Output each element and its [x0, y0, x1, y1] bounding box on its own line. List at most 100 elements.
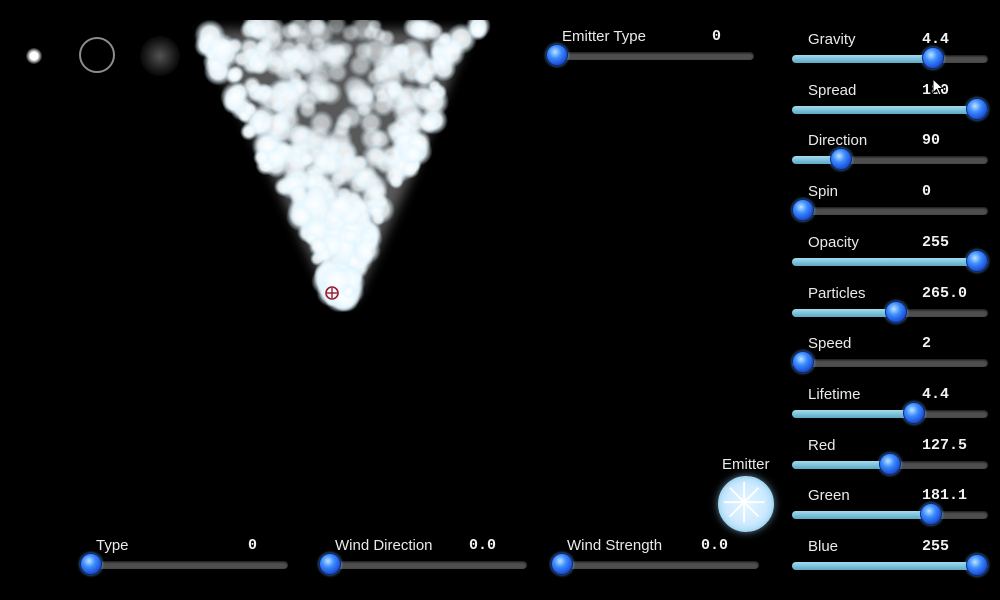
- particle-plume: [194, 20, 491, 313]
- direction-slider-handle[interactable]: [830, 148, 852, 171]
- particle: [371, 56, 393, 78]
- particle-texture-soft-icon[interactable]: [140, 36, 180, 76]
- lifetime-value: 4.4: [922, 385, 950, 403]
- particle: [366, 181, 389, 204]
- particle: [259, 109, 291, 142]
- particle: [334, 154, 363, 183]
- spread-slider[interactable]: Spread180: [792, 82, 988, 122]
- emitter-type-slider-handle[interactable]: [546, 44, 568, 66]
- direction-value: 90: [922, 132, 941, 150]
- red-slider-handle[interactable]: [879, 452, 901, 475]
- particle: [352, 236, 381, 265]
- spin-slider[interactable]: Spin 0: [792, 183, 988, 223]
- direction-slider[interactable]: Direction 90: [792, 132, 988, 172]
- particle: [289, 204, 313, 228]
- type-slider[interactable]: Type 0: [80, 537, 288, 577]
- green-track[interactable]: [792, 503, 988, 526]
- particle: [312, 83, 332, 103]
- segmented-wheel-icon: [723, 481, 765, 523]
- gravity-track-fill: [792, 55, 934, 63]
- particle: [427, 79, 442, 94]
- particles-track[interactable]: [792, 300, 988, 323]
- gravity-slider-handle[interactable]: [922, 47, 945, 69]
- green-slider-handle[interactable]: [920, 503, 943, 526]
- opacity-label: Opacity: [808, 233, 859, 251]
- lifetime-slider[interactable]: Lifetime 4.4: [792, 386, 988, 426]
- particle: [424, 21, 444, 42]
- gravity-label: Gravity: [808, 31, 856, 48]
- particle-texture-ring-icon[interactable]: [79, 37, 115, 73]
- gravity-slider[interactable]: Gravity 4.4: [792, 31, 988, 71]
- particle: [265, 147, 289, 170]
- particle: [251, 57, 269, 75]
- type-value: 0: [248, 537, 258, 554]
- particle: [369, 128, 392, 151]
- green-label: Green: [808, 487, 850, 505]
- red-label: Red: [808, 436, 836, 454]
- particle: [220, 82, 250, 112]
- type-slider-handle[interactable]: [80, 553, 102, 575]
- particle: [325, 190, 356, 221]
- speed-track[interactable]: [792, 351, 988, 374]
- direction-track-fill: [792, 156, 841, 165]
- wind-direction-track[interactable]: [319, 553, 527, 575]
- emitter-label: Emitter: [722, 456, 770, 473]
- particles-slider[interactable]: Particles 265.0: [792, 285, 988, 325]
- particle: [242, 102, 258, 118]
- crosshair-icon[interactable]: [324, 285, 340, 301]
- particle: [288, 184, 309, 205]
- spin-track[interactable]: [792, 199, 988, 222]
- spin-slider-handle[interactable]: [792, 199, 814, 222]
- lifetime-slider-handle[interactable]: [902, 401, 925, 424]
- particle: [299, 151, 315, 167]
- opacity-slider-handle[interactable]: [966, 249, 988, 272]
- lifetime-label: Lifetime: [808, 385, 861, 403]
- emitter-type-track[interactable]: [546, 44, 754, 66]
- speed-slider[interactable]: Speed 2: [792, 335, 988, 375]
- gravity-track[interactable]: [792, 47, 988, 69]
- green-value: 181.1: [922, 487, 968, 505]
- lifetime-track[interactable]: [792, 401, 988, 424]
- type-track[interactable]: [80, 553, 288, 575]
- wind-direction-slider[interactable]: Wind Direction 0.0: [319, 537, 527, 577]
- wind-strength-slider[interactable]: Wind Strength 0.0: [551, 537, 759, 577]
- particle: [286, 22, 303, 39]
- spin-label: Spin: [808, 183, 839, 201]
- letterbox-top: [0, 0, 1000, 20]
- opacity-slider[interactable]: Opacity 255: [792, 234, 988, 274]
- blue-track-fill: [792, 562, 988, 570]
- blue-slider[interactable]: Blue 255: [792, 538, 988, 578]
- particle: [342, 228, 359, 245]
- wind-direction-slider-handle[interactable]: [319, 553, 341, 575]
- spread-slider-handle[interactable]: [966, 97, 988, 120]
- direction-track[interactable]: [792, 148, 988, 171]
- particles-label: Particles: [808, 284, 866, 302]
- particle: [468, 20, 488, 41]
- spread-track[interactable]: [792, 97, 988, 120]
- particle: [312, 149, 333, 171]
- wind-strength-value: 0.0: [701, 537, 729, 554]
- lifetime-track-fill: [792, 409, 914, 418]
- red-track[interactable]: [792, 452, 988, 475]
- particle-texture-dot-icon[interactable]: [26, 48, 42, 64]
- red-slider[interactable]: Red 127.5: [792, 437, 988, 477]
- opacity-track-fill: [792, 257, 988, 266]
- particle: [292, 78, 311, 96]
- emitter-button[interactable]: [718, 476, 774, 532]
- particle: [349, 20, 378, 43]
- particle: [225, 67, 243, 85]
- emitter-type-slider[interactable]: Emitter Type 0: [546, 28, 754, 68]
- spin-value: 0: [922, 183, 932, 201]
- wind-strength-slider-handle[interactable]: [551, 553, 573, 575]
- speed-slider-handle[interactable]: [792, 351, 814, 374]
- opacity-track[interactable]: [792, 249, 988, 272]
- wind-strength-track[interactable]: [551, 553, 759, 575]
- wind-strength-label: Wind Strength: [567, 537, 663, 554]
- opacity-value: 255: [922, 233, 950, 251]
- green-slider[interactable]: Green 181.1: [792, 487, 988, 527]
- blue-track[interactable]: [792, 554, 988, 576]
- blue-slider-handle[interactable]: [966, 554, 988, 576]
- particles-slider-handle[interactable]: [884, 300, 907, 323]
- mouse-pointer-icon: [932, 78, 944, 96]
- particle: [324, 43, 351, 70]
